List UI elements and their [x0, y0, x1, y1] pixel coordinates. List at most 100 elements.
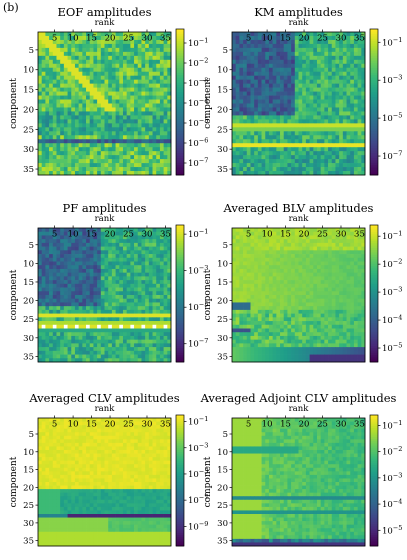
eof-heatmap-cell	[78, 71, 83, 77]
km-heatmap-cell	[232, 111, 237, 116]
blv-heatmap-cell	[287, 235, 292, 240]
blv-heatmap-cell	[331, 272, 336, 277]
pf-heatmap-cell	[100, 302, 105, 307]
pf-heatmap-cell	[156, 306, 161, 311]
km-heatmap-cell	[280, 159, 285, 164]
eof-heatmap-cell	[126, 32, 131, 37]
eof-heatmap-cell	[63, 135, 68, 140]
eof-y-tick-label: 5	[29, 46, 34, 56]
eof-heatmap-cell	[111, 167, 116, 172]
blv-heatmap-cell	[254, 250, 259, 255]
pf-heatmap-cell	[141, 291, 146, 296]
km-heatmap-cell	[346, 139, 351, 144]
pf-heatmap-cell	[111, 339, 116, 344]
blv-heatmap-cell	[243, 257, 248, 262]
km-heatmap-cell	[291, 67, 296, 73]
km-heatmap-cell	[272, 71, 277, 77]
km-heatmap-cell	[339, 83, 344, 88]
eof-heatmap-cell	[141, 47, 146, 53]
pf-heatmap-cell	[74, 231, 79, 236]
eof-heatmap-cell	[45, 63, 50, 69]
eof-heatmap-cell	[86, 143, 91, 148]
pf-colorbar-segment	[176, 350, 184, 354]
pf-heatmap-cell	[60, 309, 65, 314]
km-colorbar-tick-label: 10−3	[382, 74, 402, 87]
eof-heatmap-cell	[60, 99, 65, 104]
pf-heatmap-cell	[141, 350, 146, 355]
eof-heatmap-cell	[82, 139, 87, 144]
eof-heatmap-cell	[41, 55, 46, 61]
blv-heatmap-cell	[268, 268, 273, 274]
pf-heatmap-cell	[163, 231, 168, 236]
pf-heatmap-cell	[167, 317, 172, 322]
km-heatmap-cell	[235, 43, 240, 49]
km-heatmap-cell	[305, 163, 310, 168]
km-heatmap-cell	[357, 87, 362, 92]
blv-heatmap-cell	[316, 295, 322, 300]
km-heatmap-cell	[265, 35, 270, 41]
eof-heatmap-cell	[111, 107, 116, 112]
km-heatmap-cell	[287, 63, 292, 69]
km-heatmap-cell	[239, 51, 244, 57]
km-heatmap-cell	[232, 59, 237, 65]
km-heatmap-cell	[254, 67, 259, 73]
eof-colorbar-segment	[176, 60, 184, 64]
km-heatmap-cell	[346, 107, 351, 112]
pf-colorbar-segment	[176, 314, 184, 317]
pf-heatmap-cell	[38, 261, 43, 266]
blv-heatmap-cell	[261, 228, 266, 233]
eof-heatmap-cell	[89, 163, 94, 168]
pf-heatmap-cell	[111, 350, 116, 355]
blv-heatmap-cell	[342, 257, 347, 262]
eof-heatmap-cell	[111, 155, 116, 160]
eof-heatmap-cell	[141, 71, 146, 77]
km-heatmap-cell	[316, 135, 322, 140]
blv-heatmap-cell	[265, 228, 270, 233]
km-heatmap-cell	[232, 143, 237, 148]
km-heatmap-cell	[268, 95, 273, 100]
blv-heatmap-cell	[316, 272, 322, 277]
blv-heatmap-cell	[291, 287, 296, 292]
eof-heatmap-cell	[111, 131, 116, 136]
eof-heatmap-cell	[145, 115, 150, 120]
blv-heatmap-cell	[305, 250, 310, 255]
km-heatmap-cell	[350, 159, 355, 164]
eof-heatmap-cell	[74, 43, 79, 49]
eof-heatmap-cell	[108, 59, 113, 65]
km-x-tick-label: 25	[317, 34, 328, 44]
eof-heatmap-cell	[159, 71, 164, 77]
km-heatmap-cell	[331, 39, 336, 45]
pf-heatmap-cell	[97, 295, 102, 300]
km-heatmap-cell	[305, 143, 310, 148]
pf-heatmap-cell	[159, 272, 164, 277]
km-heatmap-cell	[254, 115, 259, 120]
blv-heatmap-cell	[268, 306, 273, 311]
blv-heatmap-cell	[346, 283, 351, 288]
km-heatmap-cell	[235, 71, 240, 77]
km-heatmap-cell	[283, 59, 288, 65]
blv-heatmap-cell	[235, 295, 240, 300]
km-heatmap-cell	[328, 147, 333, 152]
pf-heatmap-cell	[74, 254, 79, 259]
eof-heatmap-cell	[148, 147, 153, 152]
eof-colorbar-segment	[176, 104, 184, 108]
km-heatmap-cell	[268, 167, 273, 172]
km-heatmap-cell	[283, 143, 288, 148]
eof-heatmap-cell	[167, 103, 172, 108]
blv-heatmap-cell	[232, 291, 237, 296]
pf-heatmap-cell	[86, 287, 91, 292]
blv-heatmap-cell	[235, 291, 240, 296]
km-heatmap-cell	[328, 55, 333, 61]
km-heatmap-cell	[316, 103, 322, 108]
eof-x-tick-label: 25	[123, 34, 134, 44]
km-heatmap-cell	[280, 151, 285, 156]
eof-heatmap-cell	[78, 32, 83, 37]
pf-heatmap-cell	[41, 332, 46, 337]
pf-heatmap-cell	[163, 265, 168, 270]
pf-heatmap-cell	[148, 298, 153, 303]
km-heatmap-cell	[350, 123, 355, 128]
eof-heatmap-cell	[89, 51, 94, 57]
eof-heatmap-cell	[49, 171, 54, 176]
blv-heatmap-cell	[357, 276, 362, 281]
eof-heatmap-cell	[89, 107, 94, 112]
